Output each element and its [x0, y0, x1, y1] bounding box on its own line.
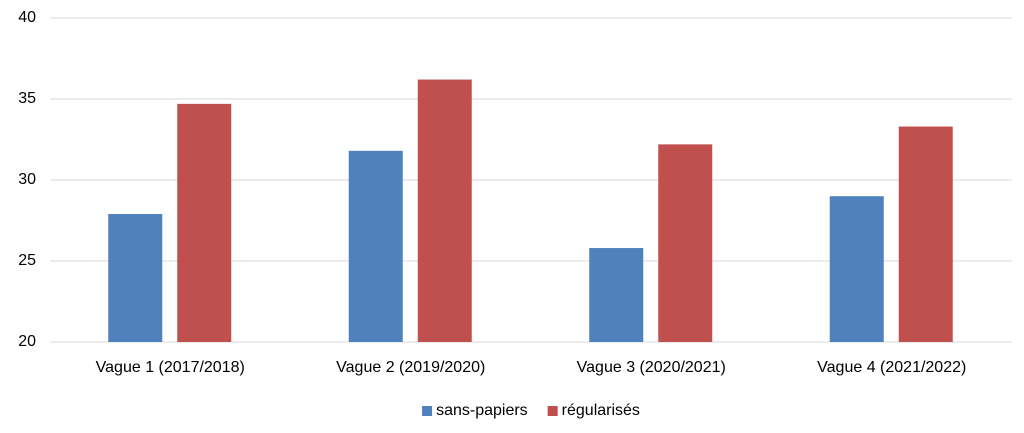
y-tick-label: 30 [18, 171, 36, 188]
bar [417, 79, 472, 342]
y-tick-label: 35 [18, 90, 36, 107]
bar [898, 126, 953, 342]
bar [658, 144, 713, 342]
bar [829, 196, 884, 342]
x-tick-label: Vague 4 (2021/2022) [817, 359, 966, 376]
y-tick-label: 20 [18, 333, 36, 350]
legend-swatch [422, 406, 433, 416]
legend: sans-papiers régularisés [422, 402, 640, 419]
bar [177, 103, 232, 342]
legend-label: sans-papiers [436, 402, 528, 419]
x-tick-label: Vague 2 (2019/2020) [336, 359, 485, 376]
bar [589, 248, 644, 342]
legend-label: régularisés [562, 402, 640, 419]
bar [108, 214, 163, 342]
x-tick-label: Vague 3 (2020/2021) [577, 359, 726, 376]
y-tick-label: 40 [18, 9, 36, 26]
legend-swatch [547, 406, 558, 416]
y-tick-label: 25 [18, 252, 36, 269]
x-tick-label: Vague 1 (2017/2018) [96, 359, 245, 376]
bar [348, 150, 403, 342]
